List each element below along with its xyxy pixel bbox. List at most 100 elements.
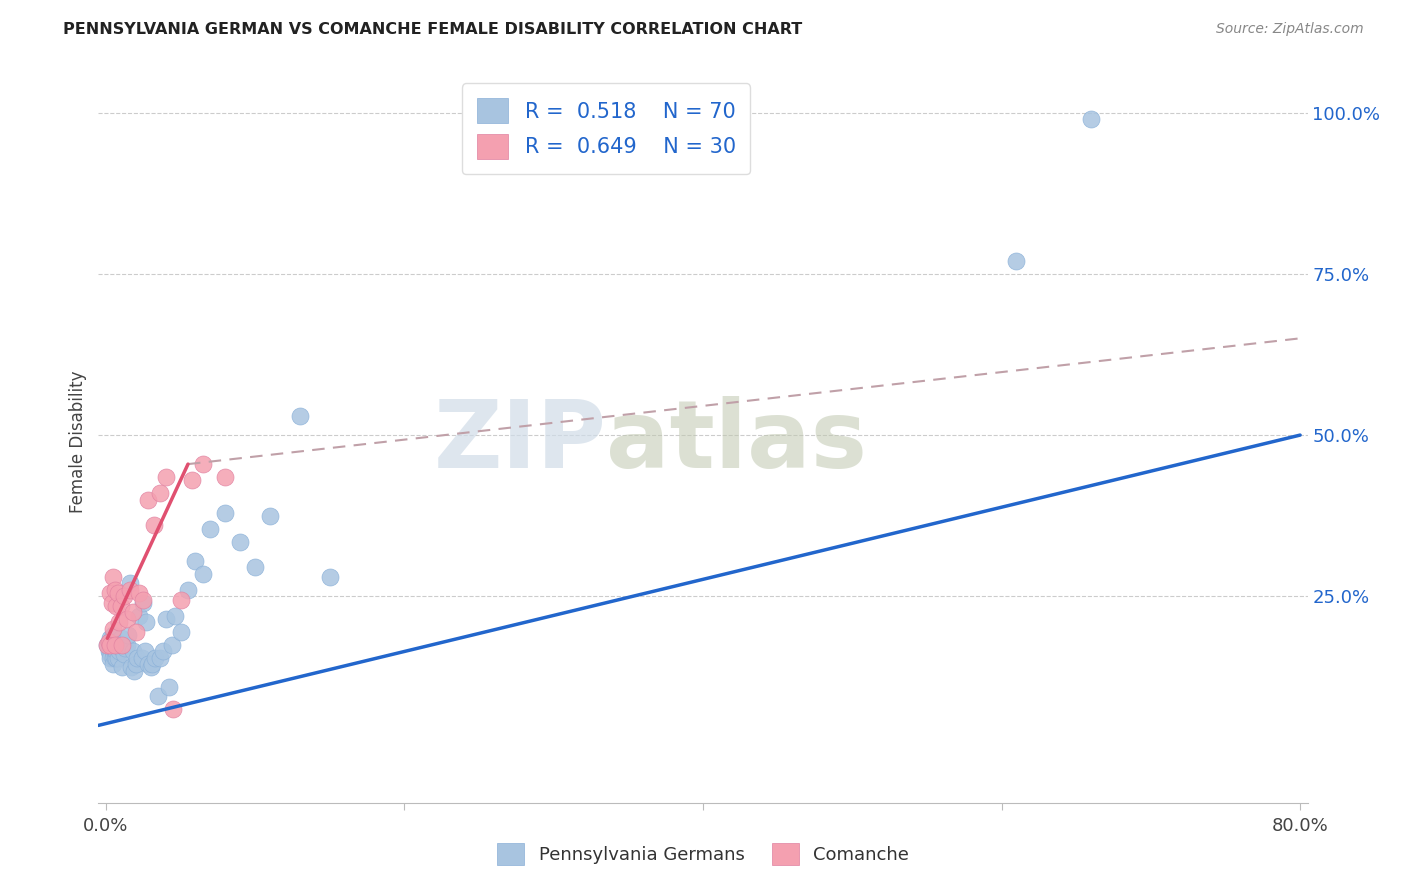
Point (1080, 112, 1102, 126)
Point (101, 640, 124, 655)
Point (107, 650, 129, 665)
Point (200, 522, 222, 536)
Point (112, 648, 135, 662)
Point (110, 632, 132, 646)
Point (97, 644, 120, 658)
Legend: R =  0.518    N = 70, R =  0.649    N = 30: R = 0.518 N = 70, R = 0.649 N = 30 (463, 84, 751, 174)
Point (243, 560, 266, 574)
Point (107, 638, 129, 652)
Point (96, 638, 118, 652)
Point (136, 657, 159, 672)
Point (97, 634, 120, 648)
Point (139, 660, 162, 674)
Point (128, 608, 150, 623)
Point (229, 534, 252, 549)
Point (181, 473, 204, 487)
Point (104, 582, 127, 597)
Point (104, 638, 127, 652)
Point (111, 638, 134, 652)
Point (103, 650, 125, 665)
Point (127, 650, 149, 665)
Point (121, 644, 143, 658)
Point (103, 638, 125, 652)
Point (259, 508, 281, 523)
Point (135, 615, 157, 630)
Point (110, 640, 132, 655)
Point (131, 650, 153, 665)
Point (169, 592, 191, 607)
Point (169, 624, 191, 639)
Point (132, 592, 155, 607)
Point (115, 638, 138, 652)
Point (125, 657, 148, 672)
Point (96, 638, 118, 652)
Point (103, 570, 125, 584)
Point (97, 634, 120, 648)
Point (132, 596, 155, 610)
Point (163, 608, 186, 623)
Point (122, 664, 145, 678)
Point (112, 590, 135, 604)
Point (98, 586, 121, 600)
Point (108, 615, 131, 630)
Text: PENNSYLVANIA GERMAN VS COMANCHE FEMALE DISABILITY CORRELATION CHART: PENNSYLVANIA GERMAN VS COMANCHE FEMALE D… (63, 22, 803, 37)
Point (134, 644, 156, 658)
Point (104, 644, 127, 658)
Point (160, 638, 183, 652)
Point (184, 554, 207, 568)
Point (125, 624, 148, 639)
Point (191, 566, 214, 581)
Point (103, 628, 125, 642)
Point (105, 644, 128, 658)
Point (105, 650, 128, 665)
Point (108, 644, 131, 658)
Point (104, 640, 127, 655)
Point (136, 492, 159, 507)
Point (155, 612, 177, 626)
Point (157, 680, 180, 694)
Point (142, 518, 165, 533)
Point (149, 486, 172, 500)
Text: ZIP: ZIP (433, 395, 606, 488)
Legend: Pennsylvania Germans, Comanche: Pennsylvania Germans, Comanche (488, 834, 918, 874)
Point (1005, 253, 1028, 268)
Text: Source: ZipAtlas.com: Source: ZipAtlas.com (1216, 22, 1364, 37)
Point (128, 586, 150, 600)
Point (115, 612, 138, 626)
Point (103, 657, 125, 672)
Point (98, 650, 121, 665)
Point (118, 582, 141, 597)
Point (98, 648, 121, 662)
Point (111, 660, 134, 674)
Point (118, 576, 141, 591)
Point (105, 599, 128, 613)
Point (108, 638, 131, 652)
Point (110, 599, 132, 613)
Point (152, 644, 174, 658)
Point (146, 690, 169, 704)
Point (191, 457, 214, 471)
Point (319, 570, 342, 584)
Point (105, 640, 128, 655)
Point (107, 586, 129, 600)
Point (214, 506, 236, 520)
Point (101, 596, 124, 610)
Point (98, 638, 121, 652)
Point (177, 582, 200, 597)
Point (104, 634, 127, 648)
Point (288, 409, 311, 423)
Point (101, 638, 124, 652)
Point (104, 650, 127, 665)
Point (162, 702, 184, 716)
Point (98, 632, 121, 646)
Point (103, 644, 125, 658)
Point (143, 650, 166, 665)
Point (120, 660, 142, 674)
Point (101, 634, 124, 648)
Point (97, 640, 120, 655)
Y-axis label: Female Disability: Female Disability (69, 370, 87, 513)
Point (117, 628, 139, 642)
Point (214, 470, 236, 484)
Point (141, 657, 163, 672)
Point (114, 640, 136, 655)
